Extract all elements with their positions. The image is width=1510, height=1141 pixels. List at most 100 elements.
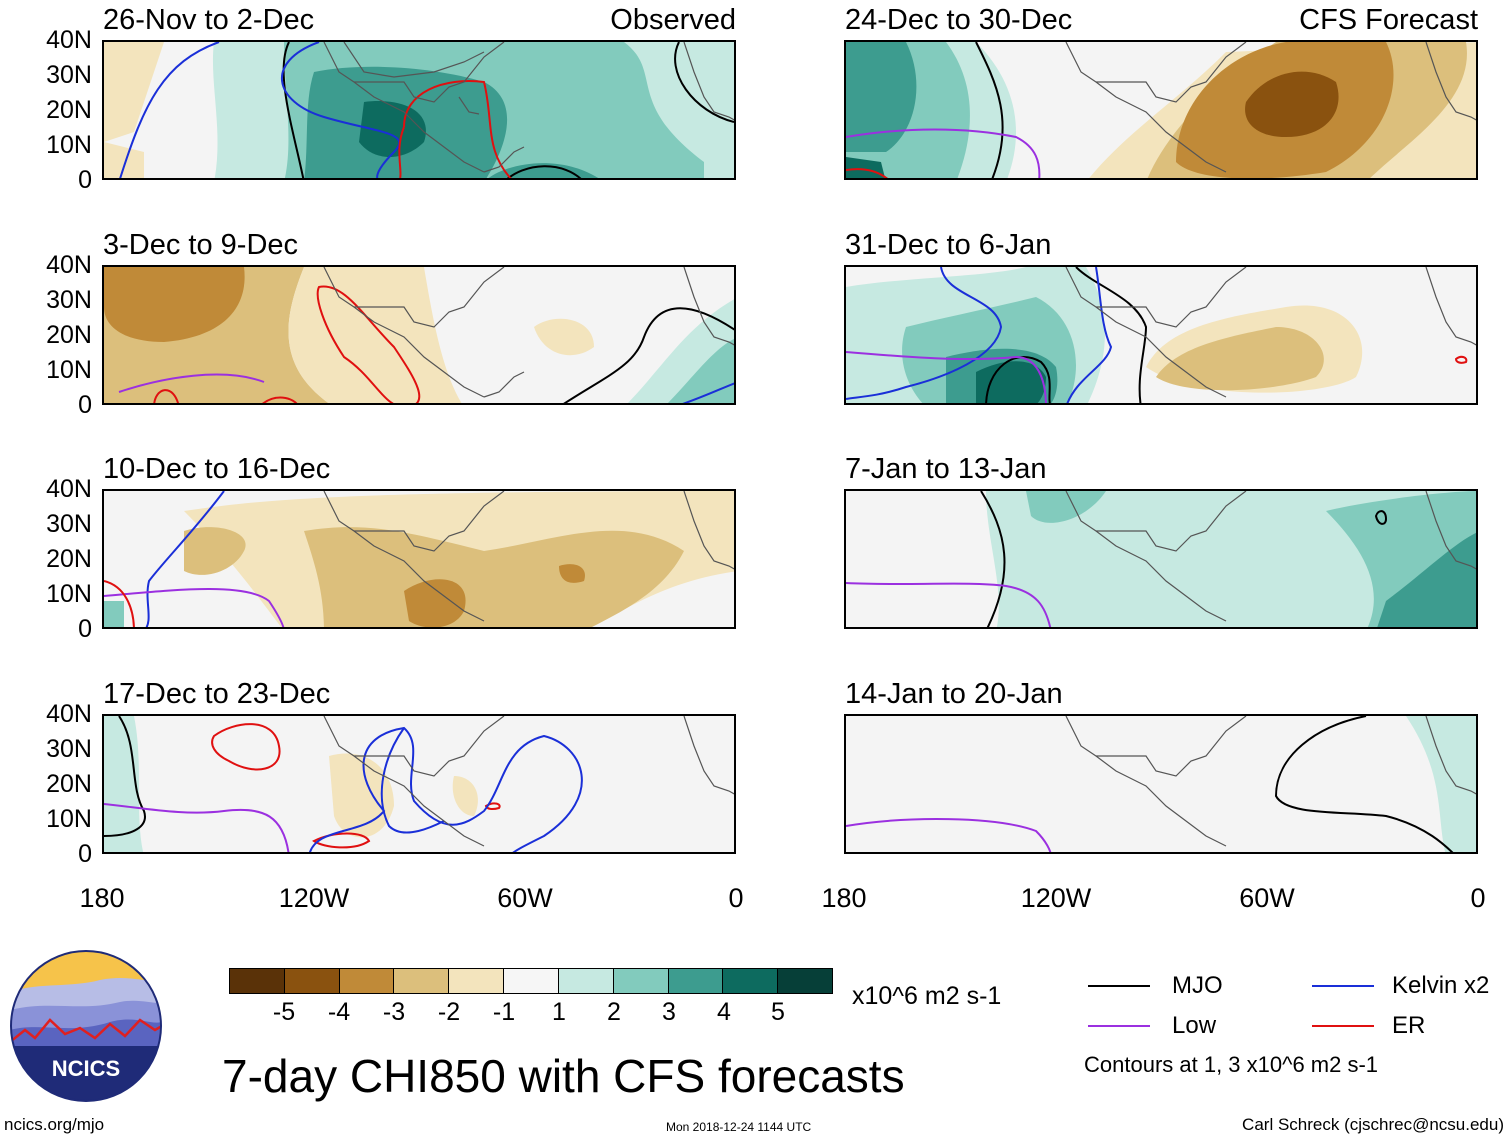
colorbar-label: -4	[327, 998, 351, 1026]
anomaly-field	[667, 338, 734, 403]
er-contour	[846, 168, 888, 178]
kelvin-contour	[380, 727, 445, 834]
anomaly-field	[304, 527, 684, 627]
colorbar-label: 5	[771, 998, 785, 1026]
credit: Carl Schreck (cjschrec@ncsu.edu)	[1242, 1115, 1504, 1134]
legend-label-mjo: MJO	[1172, 972, 1223, 999]
panel-title-8: 14-Jan to 20-Jan	[845, 678, 1063, 710]
map-panel-8	[844, 714, 1478, 854]
er-contour	[262, 396, 298, 403]
y-tick: 10N	[46, 356, 92, 384]
low-contour	[846, 818, 1052, 852]
colorbar-swatch	[284, 969, 340, 993]
mjo-contour	[985, 356, 1051, 403]
timestamp: Mon 2018-12-24 1144 UTC	[666, 1120, 812, 1134]
anomaly-field	[846, 42, 917, 152]
panel-title-3: 10-Dec to 16-Dec	[103, 453, 331, 485]
legend-line-low	[1088, 1025, 1150, 1027]
anomaly-field	[488, 163, 598, 178]
anomaly-field	[404, 579, 466, 627]
colorbar-swatch	[339, 969, 395, 993]
y-tick: 20N	[46, 321, 92, 349]
y-tick: 0	[78, 615, 92, 643]
er-contour	[398, 126, 405, 178]
colorbar-swatch	[668, 969, 724, 993]
coastline	[323, 267, 734, 398]
y-tick: 30N	[46, 61, 92, 89]
colorbar-label: 3	[662, 998, 676, 1026]
colorbar-label: 4	[717, 998, 731, 1026]
panel-title-5: 24-Dec to 30-Dec	[845, 4, 1073, 36]
er-contour	[104, 580, 135, 627]
colorbar-swatch	[394, 969, 450, 993]
figure-title: 7-day CHI850 with CFS forecasts	[222, 1050, 905, 1102]
mjo-contour	[563, 307, 734, 403]
kelvin-contour	[846, 267, 1003, 400]
x-tick: 0	[1470, 883, 1486, 913]
contours-note: Contours at 1, 3 x10^6 m2 s-1	[1084, 1052, 1379, 1077]
coastline	[1065, 716, 1476, 847]
map-panel-4	[102, 714, 736, 854]
y-tick: 20N	[46, 96, 92, 124]
colorbar	[229, 968, 833, 994]
colorbar-label: -5	[272, 998, 296, 1026]
legend-label-er: ER	[1392, 1012, 1426, 1039]
anomaly-field	[288, 267, 462, 403]
x-tick: 60W	[497, 883, 553, 913]
colorbar-label: 1	[552, 998, 566, 1026]
mjo-contour	[1274, 716, 1454, 852]
anomaly-field	[184, 527, 246, 575]
y-tick: 30N	[46, 510, 92, 538]
mjo-contour	[975, 42, 1004, 178]
low-contour	[846, 128, 1041, 178]
colorbar-swatch	[558, 969, 614, 993]
y-tick: 0	[78, 391, 92, 419]
legend-line-mjo	[1088, 985, 1150, 987]
anomaly-field	[1026, 491, 1106, 523]
anomaly-field	[104, 267, 245, 342]
y-tick: 10N	[46, 805, 92, 833]
y-tick: 30N	[46, 286, 92, 314]
kelvin-contour	[682, 382, 734, 403]
y-tick: 30N	[46, 735, 92, 763]
er-contour	[1454, 355, 1468, 364]
map-panel-7	[844, 489, 1478, 629]
y-tick: 40N	[46, 251, 92, 279]
colorbar-swatch	[723, 969, 779, 993]
anomaly-field	[1245, 71, 1339, 137]
x-tick: 180	[821, 883, 867, 913]
panel-title-2: 3-Dec to 9-Dec	[103, 229, 299, 261]
colorbar-label: -1	[492, 998, 516, 1026]
anomaly-field	[452, 776, 478, 816]
anomaly-field	[1377, 532, 1476, 627]
low-contour	[846, 582, 1052, 627]
colorbar-label: -2	[437, 998, 461, 1026]
legend-label-low: Low	[1172, 1012, 1217, 1039]
x-tick: 60W	[1239, 883, 1295, 913]
anomaly-field	[104, 716, 734, 852]
panel-title-1: 26-Nov to 2-Dec	[103, 4, 315, 36]
y-tick: 10N	[46, 131, 92, 159]
er-contour	[403, 80, 512, 178]
kelvin-contour	[119, 42, 220, 178]
mjo-contour	[980, 491, 1006, 627]
colorbar-swatch	[504, 969, 559, 993]
anomaly-field	[359, 101, 426, 157]
anomaly-field	[559, 564, 585, 583]
er-contour	[484, 802, 501, 811]
mjo-contour	[1374, 510, 1388, 525]
y-tick: 10N	[46, 580, 92, 608]
anomaly-field	[104, 601, 124, 627]
colorbar-label: -3	[382, 998, 406, 1026]
mjo-contour	[104, 716, 146, 837]
legend-label-kelvin: Kelvin x2	[1392, 972, 1490, 999]
anomaly-field	[976, 361, 1046, 403]
colorbar-units: x10^6 m2 s-1	[852, 982, 1002, 1010]
legend-line-er	[1312, 1025, 1374, 1027]
kelvin-contour	[1066, 267, 1113, 403]
mjo-contour	[507, 165, 582, 178]
logo-text: NCICS	[52, 1056, 120, 1081]
site-url: ncics.org/mjo	[4, 1115, 105, 1134]
panel-title-7: 7-Jan to 13-Jan	[845, 453, 1047, 485]
kelvin-contour	[145, 491, 225, 627]
